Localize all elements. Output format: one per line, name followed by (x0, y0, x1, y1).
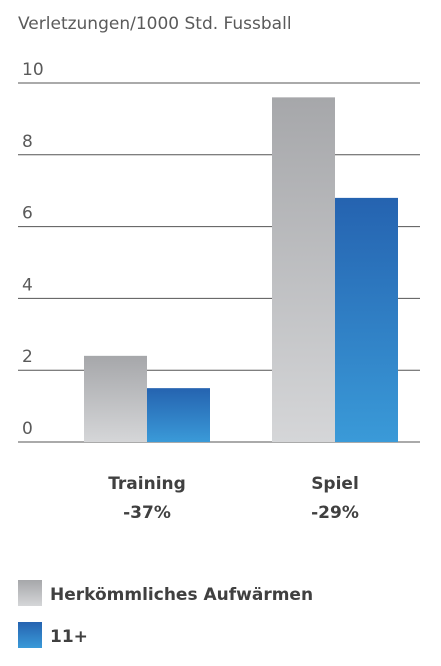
category-labels: Training -37% Spiel -29% (108, 474, 359, 523)
y-axis-title: Verletzungen/1000 Std. Fussball (18, 14, 292, 34)
legend-label-0: Herkömmliches Aufwärmen (50, 585, 313, 605)
bar-training-series-1 (147, 388, 210, 442)
category-change-spiel: -29% (311, 503, 359, 523)
category-label-spiel: Spiel (311, 474, 359, 494)
bar-spiel-series-1 (335, 197, 398, 442)
y-tick-10: 10 (22, 60, 44, 80)
y-tick-8: 8 (22, 132, 33, 152)
y-tick-2: 2 (22, 347, 33, 367)
category-change-training: -37% (123, 503, 171, 523)
legend-swatch-1 (18, 622, 42, 648)
y-tick-6: 6 (22, 204, 33, 224)
bar-training-series-0 (84, 355, 147, 442)
legend-swatch-0 (18, 580, 42, 606)
legend: Herkömmliches Aufwärmen 11+ (18, 580, 313, 648)
bar-spiel-series-0 (272, 97, 335, 443)
legend-label-1: 11+ (50, 627, 88, 647)
y-tick-labels: 0 2 4 6 8 10 (22, 60, 44, 439)
y-tick-4: 4 (22, 275, 33, 295)
y-tick-0: 0 (22, 419, 33, 439)
bars (84, 97, 398, 443)
category-label-training: Training (108, 474, 186, 494)
